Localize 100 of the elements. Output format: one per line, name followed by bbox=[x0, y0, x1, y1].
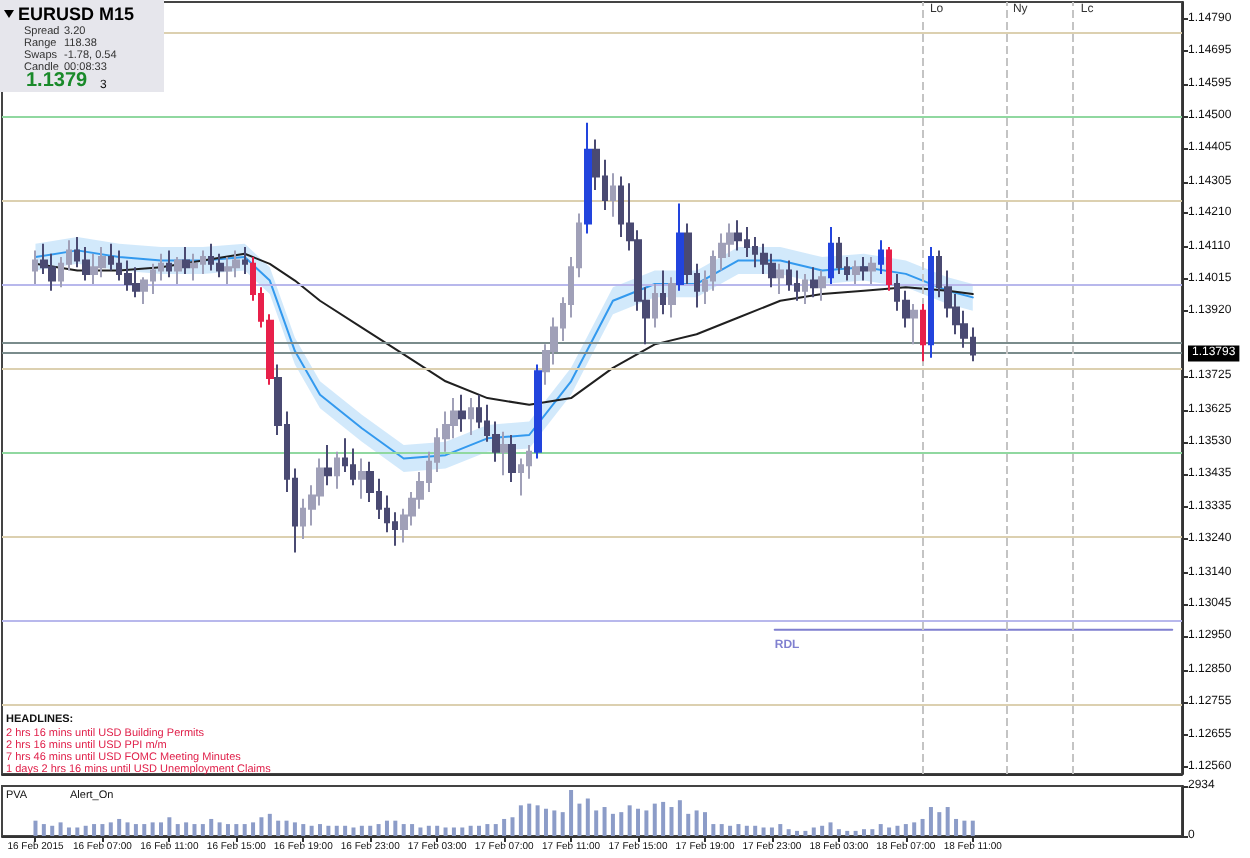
bar bbox=[518, 805, 523, 836]
bar bbox=[786, 829, 791, 836]
candlestick bbox=[358, 457, 366, 500]
bar bbox=[301, 824, 306, 836]
bar bbox=[175, 824, 180, 836]
bar bbox=[870, 829, 875, 836]
bar bbox=[50, 825, 55, 836]
candlestick bbox=[48, 252, 56, 292]
bar bbox=[895, 825, 900, 836]
candlestick bbox=[132, 266, 140, 299]
bar bbox=[309, 825, 314, 836]
bar bbox=[711, 824, 716, 836]
candlestick bbox=[886, 246, 892, 292]
candlestick bbox=[584, 121, 592, 235]
bar bbox=[820, 825, 825, 836]
bar bbox=[251, 822, 256, 836]
bar bbox=[334, 825, 339, 836]
candlestick bbox=[910, 303, 918, 346]
bar bbox=[477, 825, 482, 836]
candlestick bbox=[90, 252, 98, 285]
candlestick bbox=[776, 262, 784, 296]
bar bbox=[836, 829, 841, 836]
bar bbox=[845, 830, 850, 836]
candlestick bbox=[836, 235, 842, 275]
bar bbox=[861, 829, 866, 836]
candlestick bbox=[868, 256, 876, 285]
bar bbox=[167, 817, 172, 836]
bar bbox=[560, 812, 565, 836]
bar bbox=[970, 820, 975, 836]
bar bbox=[435, 825, 440, 836]
bar bbox=[410, 824, 415, 836]
bar bbox=[552, 810, 557, 836]
bar bbox=[636, 808, 641, 836]
bar bbox=[292, 822, 297, 836]
candlestick bbox=[534, 363, 542, 460]
bar bbox=[493, 824, 498, 836]
candlestick bbox=[468, 397, 474, 436]
bar bbox=[343, 825, 348, 836]
bar bbox=[108, 822, 113, 836]
bar bbox=[535, 805, 540, 836]
candlestick bbox=[224, 256, 232, 285]
bar bbox=[351, 827, 356, 836]
bar bbox=[962, 820, 967, 836]
bar bbox=[619, 812, 624, 836]
bar bbox=[928, 807, 933, 836]
bar bbox=[393, 820, 398, 836]
candlestick bbox=[610, 172, 616, 218]
bar bbox=[159, 822, 164, 836]
candlestick bbox=[878, 239, 884, 275]
bar bbox=[41, 824, 46, 836]
bar bbox=[920, 818, 925, 836]
candlestick bbox=[242, 246, 248, 275]
bar bbox=[33, 820, 38, 836]
bar bbox=[133, 824, 138, 836]
bar bbox=[318, 824, 323, 836]
bar bbox=[761, 827, 766, 836]
bar bbox=[242, 824, 247, 836]
bar bbox=[376, 824, 381, 836]
bar bbox=[510, 817, 515, 836]
bar bbox=[719, 824, 724, 836]
candlestick bbox=[182, 246, 190, 275]
bar bbox=[58, 822, 63, 836]
bar bbox=[184, 822, 189, 836]
bar bbox=[585, 798, 590, 836]
candlestick bbox=[98, 246, 106, 279]
bar bbox=[778, 824, 783, 836]
candlestick bbox=[232, 249, 240, 279]
bar bbox=[117, 818, 122, 836]
bar bbox=[368, 825, 373, 836]
bar bbox=[887, 827, 892, 836]
candlestick bbox=[500, 430, 508, 477]
bar bbox=[661, 801, 666, 836]
candlestick bbox=[334, 450, 340, 490]
bar bbox=[259, 817, 264, 836]
bar bbox=[418, 827, 423, 836]
candlestick bbox=[768, 252, 776, 289]
bar bbox=[828, 822, 833, 836]
bar bbox=[945, 807, 950, 836]
bar bbox=[125, 822, 130, 836]
candlestick bbox=[174, 256, 182, 285]
bar bbox=[83, 825, 88, 836]
candlestick bbox=[818, 269, 826, 302]
line-series bbox=[34, 252, 974, 406]
bar bbox=[451, 827, 456, 836]
candlestick bbox=[920, 303, 926, 363]
bar bbox=[75, 827, 80, 836]
bar bbox=[468, 825, 473, 836]
bar bbox=[569, 789, 574, 836]
bar bbox=[903, 824, 908, 836]
annotation: 1.1379 bbox=[26, 70, 88, 92]
bar bbox=[527, 803, 532, 836]
bar bbox=[753, 825, 758, 836]
bar bbox=[853, 830, 858, 836]
bar bbox=[66, 827, 71, 836]
bar bbox=[627, 805, 632, 836]
candlestick bbox=[860, 256, 868, 282]
candlestick bbox=[676, 202, 684, 292]
candlestick bbox=[166, 249, 172, 279]
bar bbox=[267, 813, 272, 836]
bar bbox=[225, 824, 230, 836]
